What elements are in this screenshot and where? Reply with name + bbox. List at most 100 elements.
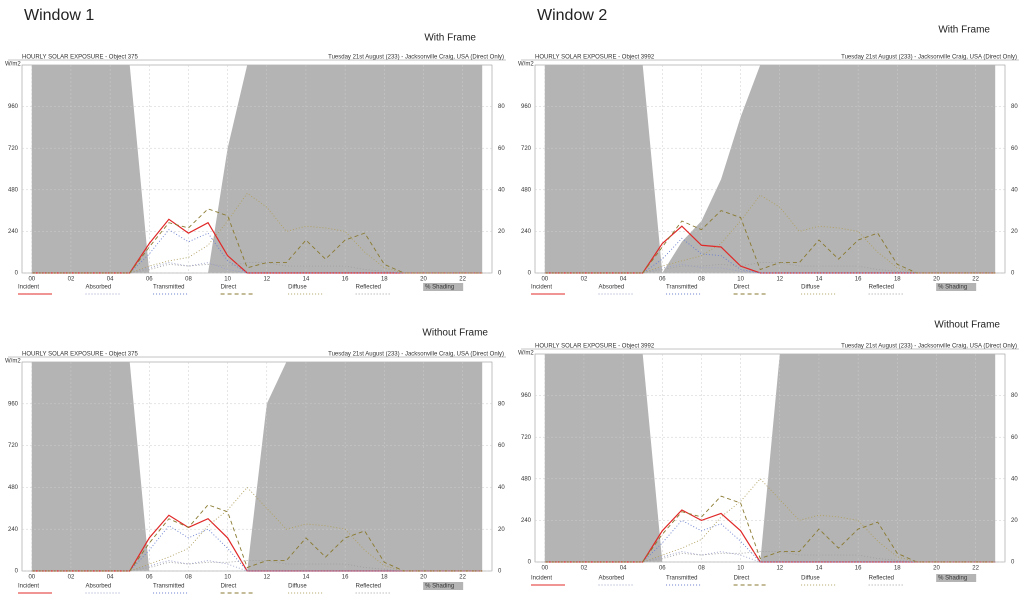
x-tick-label: 18 — [381, 277, 388, 283]
y-tick-label: 240 — [8, 229, 19, 235]
x-tick-label: 16 — [342, 575, 349, 581]
y-tick-label: 0 — [15, 569, 19, 575]
chart-header: HOURLY SOLAR EXPOSURE - Object 3992 — [535, 55, 655, 61]
y2-tick-label: 40 — [498, 485, 505, 491]
y2-tick-label: 20 — [498, 229, 505, 235]
x-tick-label: 04 — [620, 566, 627, 572]
y2-tick-label: 40 — [1011, 187, 1018, 193]
legend-label: Incident — [18, 285, 39, 291]
legend-label: Transmitted — [666, 576, 697, 582]
y2-tick-label: 20 — [1011, 229, 1018, 235]
y-tick-label: 720 — [521, 146, 532, 152]
x-tick-label: 12 — [776, 277, 783, 283]
series-line — [31, 208, 483, 274]
shading-area — [31, 362, 483, 571]
chart-header-right: Tuesday 21st August (233) - Jacksonville… — [328, 55, 504, 61]
series-line — [31, 560, 483, 572]
x-tick-label: 02 — [68, 575, 75, 581]
legend-label: % Shading — [425, 285, 454, 291]
legend-label: Direct — [734, 576, 750, 582]
y-axis-label: W/m2 — [518, 62, 534, 68]
legend-swatch — [936, 574, 977, 582]
column-heading: Window 2 — [537, 7, 607, 24]
chart-header-right: Tuesday 21st August (233) - Jacksonville… — [841, 344, 1017, 350]
y2-tick-label: 0 — [498, 271, 502, 277]
y2-tick-label: 40 — [1011, 476, 1018, 482]
y2-tick-label: 20 — [1011, 518, 1018, 524]
legend-label: Incident — [531, 576, 552, 582]
y-tick-label: 480 — [8, 485, 19, 491]
x-tick-label: 04 — [107, 575, 114, 581]
chart-header: HOURLY SOLAR EXPOSURE - Object 375 — [22, 55, 138, 61]
chart-header: HOURLY SOLAR EXPOSURE - Object 375 — [22, 352, 138, 358]
series-line — [544, 495, 996, 563]
legend-label: Direct — [221, 584, 237, 590]
x-tick-label: 20 — [933, 566, 940, 572]
x-tick-label: 06 — [146, 277, 153, 283]
x-tick-label: 14 — [816, 277, 823, 283]
legend-swatch — [423, 582, 464, 590]
y-tick-label: 480 — [8, 187, 19, 193]
x-tick-label: 04 — [107, 277, 114, 283]
legend-label: Diffuse — [801, 285, 820, 291]
y2-tick-label: 0 — [1011, 271, 1015, 277]
x-tick-label: 16 — [342, 277, 349, 283]
legend-label: Diffuse — [288, 285, 307, 291]
y-tick-label: 720 — [8, 443, 19, 449]
y-axis-label: W/m2 — [5, 62, 21, 68]
legend-label: % Shading — [425, 584, 454, 590]
y2-tick-label: 60 — [498, 443, 505, 449]
x-tick-label: 02 — [581, 566, 588, 572]
x-tick-label: 00 — [541, 566, 548, 572]
x-tick-label: 12 — [263, 575, 270, 581]
y-tick-label: 480 — [521, 187, 532, 193]
y-tick-label: 480 — [521, 476, 532, 482]
y-tick-label: 0 — [528, 560, 532, 566]
legend-label: Incident — [531, 285, 552, 291]
y-tick-label: 960 — [521, 393, 532, 399]
legend-label: % Shading — [938, 576, 967, 582]
x-tick-label: 20 — [420, 575, 427, 581]
y-tick-label: 720 — [521, 435, 532, 441]
chart-header: HOURLY SOLAR EXPOSURE - Object 3992 — [535, 344, 655, 350]
x-tick-label: 18 — [381, 575, 388, 581]
legend-label: Absorbed — [599, 576, 625, 582]
y2-tick-label: 80 — [1011, 104, 1018, 110]
x-tick-label: 08 — [185, 277, 192, 283]
x-tick-label: 22 — [459, 277, 466, 283]
legend-label: Direct — [221, 285, 237, 291]
x-tick-label: 02 — [68, 277, 75, 283]
chart-title: With Frame — [424, 33, 476, 44]
x-tick-label: 00 — [541, 277, 548, 283]
chart-title: Without Frame — [422, 328, 488, 339]
x-tick-label: 08 — [185, 575, 192, 581]
legend-label: Incident — [18, 584, 39, 590]
y-tick-label: 960 — [521, 104, 532, 110]
y-tick-label: 960 — [8, 401, 19, 407]
legend-swatch — [936, 283, 977, 291]
y2-tick-label: 40 — [498, 187, 505, 193]
legend-label: % Shading — [938, 285, 967, 291]
x-tick-label: 10 — [737, 277, 744, 283]
x-tick-label: 22 — [972, 566, 979, 572]
legend-label: Transmitted — [153, 584, 184, 590]
x-tick-label: 18 — [894, 277, 901, 283]
series-line — [544, 551, 996, 563]
y-axis-label: W/m2 — [518, 351, 534, 357]
x-tick-label: 14 — [816, 566, 823, 572]
x-tick-label: 16 — [855, 277, 862, 283]
legend-label: Reflected — [869, 285, 894, 291]
x-tick-label: 12 — [263, 277, 270, 283]
y2-tick-label: 80 — [1011, 393, 1018, 399]
y-axis-label: W/m2 — [5, 359, 21, 365]
x-tick-label: 06 — [146, 575, 153, 581]
shading-area — [544, 65, 996, 273]
legend-label: Absorbed — [86, 285, 112, 291]
x-tick-label: 20 — [933, 277, 940, 283]
legend-label: Diffuse — [288, 584, 307, 590]
y-tick-label: 240 — [521, 518, 532, 524]
x-tick-label: 08 — [698, 277, 705, 283]
x-tick-label: 06 — [659, 277, 666, 283]
